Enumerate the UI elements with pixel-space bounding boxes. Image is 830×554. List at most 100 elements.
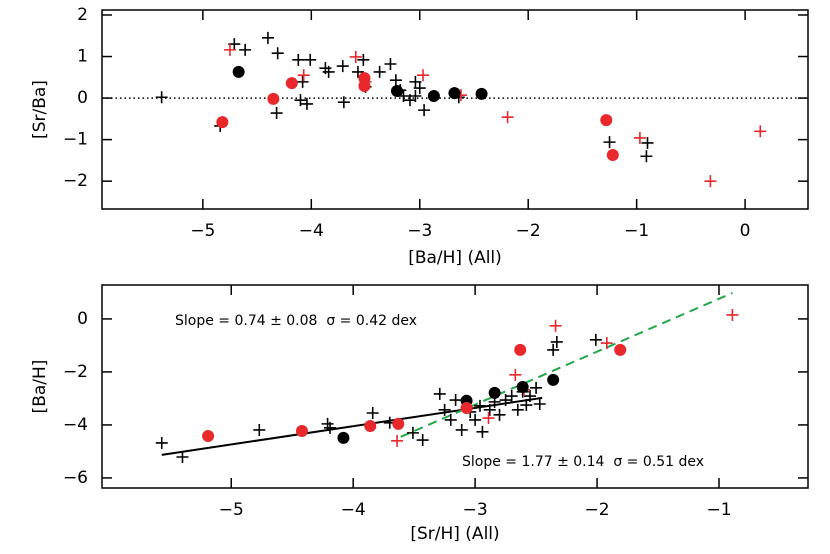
point [295,425,308,438]
plot-frame [101,9,809,210]
point [549,319,562,332]
y-tick-label: 2 [77,5,88,25]
y-tick-label: 1 [77,47,88,67]
x-tick-label: −2 [585,500,610,520]
point [202,430,215,443]
y-tick-label: −2 [63,362,88,382]
point [176,450,189,463]
point [392,417,405,430]
y-axis-label: [Sr/Ba] [30,80,50,139]
point [475,87,488,100]
point [390,85,403,98]
x-tick-label: −3 [407,221,432,241]
fit-line [400,292,733,438]
point [366,407,379,420]
point [460,401,473,414]
point [726,308,739,321]
point [155,436,168,449]
annotation: Slope = 1.77 ± 0.14 σ = 0.51 dex [462,454,704,470]
point [416,434,429,447]
point [488,386,501,399]
point [351,65,364,78]
point [418,104,431,117]
plot-frame [101,284,809,489]
point [600,114,613,127]
point [409,89,422,102]
point [406,426,419,439]
x-axis-label: [Sr/H] (All) [410,524,499,544]
point [223,43,236,56]
point [239,43,252,56]
point [433,387,446,400]
point [413,82,426,95]
x-tick-label: 0 [740,221,751,241]
point [409,75,422,88]
point [296,75,309,88]
point [493,408,506,421]
point [469,413,482,426]
point [482,412,495,425]
y-tick-label: 0 [77,309,88,329]
point [511,403,524,416]
x-tick-label: −4 [341,500,366,520]
y-axis-label: [Ba/H] [30,360,50,414]
point [509,368,522,381]
point [449,394,462,407]
point [270,107,283,120]
point [438,403,451,416]
point [155,91,168,104]
point [364,419,377,432]
point [324,421,337,434]
point [483,403,496,416]
point [499,394,512,407]
y-tick-label: −1 [63,130,88,150]
x-tick-label: −1 [624,221,649,241]
point [520,399,533,412]
point [473,399,486,412]
point [600,337,613,350]
point [501,111,514,124]
point [261,31,274,44]
point [232,65,245,78]
point [606,148,619,161]
point [533,397,546,410]
point [337,431,350,444]
point [357,53,370,66]
x-tick-label: −1 [706,500,731,520]
point [444,413,457,426]
point [391,434,404,447]
y-tick-label: −2 [63,171,88,191]
point [633,131,646,144]
point [358,80,371,93]
x-tick-label: −5 [219,500,244,520]
point [476,425,489,438]
point [547,373,560,386]
x-tick-label: −3 [463,500,488,520]
x-tick-label: −2 [516,221,541,241]
point [589,333,602,346]
point [614,343,627,356]
annotation: Slope = 0.74 ± 0.08 σ = 0.42 dex [175,313,417,329]
point [603,136,616,149]
point [294,94,307,107]
y-tick-label: −6 [63,468,88,488]
point [285,77,298,90]
point [448,87,461,100]
point [384,58,397,71]
point [530,381,543,394]
point [267,92,280,105]
point [297,69,310,82]
point [271,47,284,60]
point [349,50,362,63]
x-axis-label: [Ba/H] (All) [408,248,502,268]
point [641,136,654,149]
point [292,53,305,66]
point [505,390,518,403]
point [373,65,386,78]
point [337,96,350,109]
point [514,343,527,356]
point [516,381,529,394]
point [322,65,335,78]
point [216,116,229,129]
